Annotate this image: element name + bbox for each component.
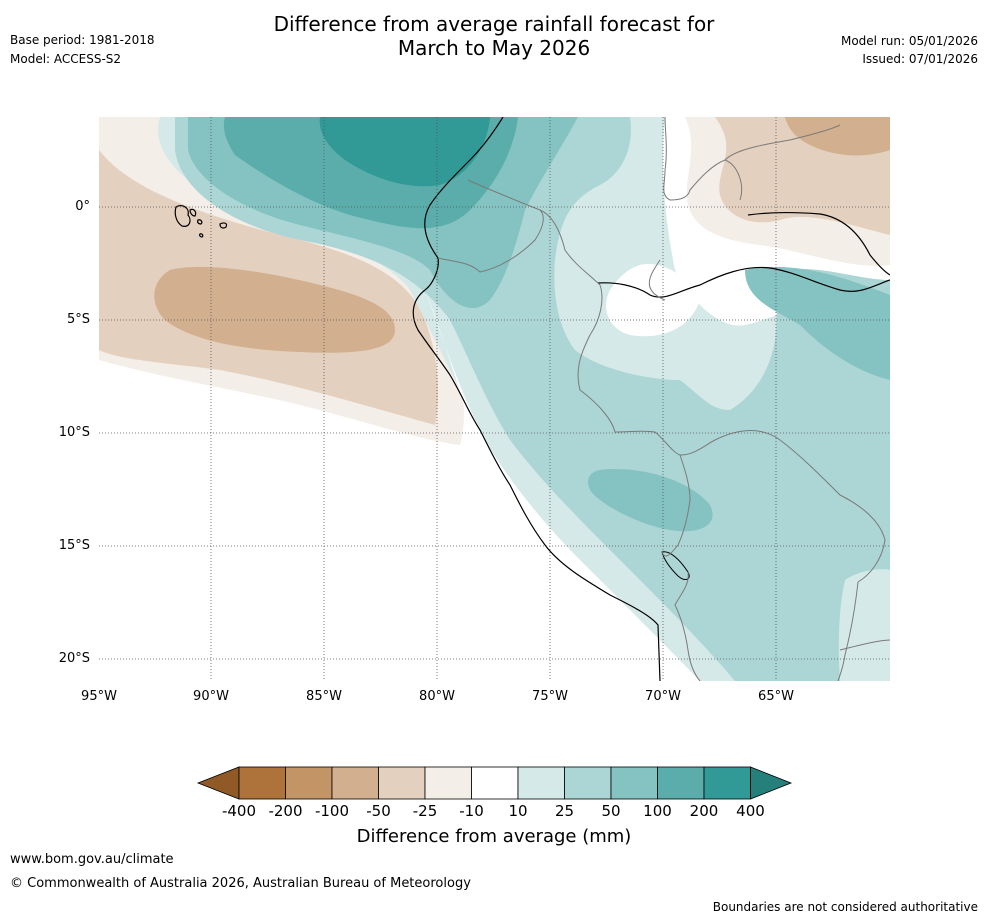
colorbar	[196, 766, 793, 800]
colorbar-tick: -400	[221, 802, 257, 820]
lat-label-15s: 15°S	[58, 538, 90, 553]
lon-label-85w: 85°W	[306, 689, 342, 704]
orinoco-coast	[747, 212, 890, 276]
lake-titicaca	[661, 551, 690, 580]
wet-zone-10-25-southeast	[838, 569, 890, 681]
colorbar-tick: 100	[643, 802, 672, 820]
lon-label-80w: 80°W	[419, 689, 455, 704]
wet-zone-25-50-north	[175, 117, 890, 681]
lat-label-20s: 20°S	[58, 651, 90, 666]
lat-label-0: 0°	[75, 199, 90, 214]
colorbar-tick: 10	[508, 802, 528, 820]
title-line-2: March to May 2026	[397, 36, 591, 60]
colorbar-tick: -10	[459, 802, 484, 820]
wet-zone-50-100-east	[745, 266, 890, 380]
galapagos-islands	[174, 204, 228, 238]
wet-zone-50-100-south	[588, 469, 713, 532]
lon-label-95w: 95°W	[81, 689, 117, 704]
colorbar-bin-1	[238, 766, 286, 800]
model-run-text: Model run: 05/01/2026	[840, 34, 978, 48]
colorbar-bin-11	[703, 766, 751, 800]
website-link[interactable]: www.bom.gov.au/climate	[10, 852, 174, 867]
lon-label-70w: 70°W	[645, 689, 681, 704]
colorbar-over-triangle	[750, 766, 793, 800]
lon-label-90w: 90°W	[193, 689, 229, 704]
colorbar-title: Difference from average (mm)	[356, 826, 632, 847]
disclaimer-text: Boundaries are not considered authoritat…	[712, 900, 978, 914]
colorbar-bin-8	[564, 766, 612, 800]
base-period-text: Base period: 1981-2018	[10, 33, 155, 47]
amazon-river	[597, 266, 890, 298]
colorbar-bin-7	[517, 766, 565, 800]
colorbar-bin-6	[471, 766, 519, 800]
colorbar-tick: 25	[554, 802, 575, 820]
colorbar-tick: 200	[689, 802, 719, 820]
wet-zone-200-400-north	[319, 117, 490, 187]
colorbar-tick: 50	[601, 802, 621, 820]
colorbar-tick: -50	[366, 802, 391, 820]
model-text: Model: ACCESS-S2	[10, 52, 122, 66]
colorbar-bin-9	[610, 766, 658, 800]
colorbar-tick: -25	[412, 802, 438, 820]
colorbar-bin-3	[331, 766, 379, 800]
lat-label-5s: 5°S	[66, 312, 90, 327]
copyright-text: © Commonwealth of Australia 2026, Austra…	[10, 876, 471, 891]
colorbar-bin-2	[285, 766, 333, 800]
colorbar-under-triangle	[196, 766, 240, 800]
lon-label-65w: 65°W	[758, 689, 794, 704]
title-line-1: Difference from average rainfall forecas…	[273, 12, 715, 36]
map-title: Difference from average rainfall forecas…	[0, 12, 988, 60]
graticule	[99, 117, 890, 681]
colorbar-bin-5	[424, 766, 472, 800]
colorbar-tick: 400	[736, 802, 765, 820]
issued-text: Issued: 07/01/2026	[862, 52, 978, 66]
coastline-west	[412, 117, 661, 681]
dry-zone-core	[154, 266, 395, 353]
dry-zone-northeast-core	[785, 117, 890, 156]
colorbar-bin-4	[378, 766, 426, 800]
colorbar-tick: -100	[314, 802, 350, 820]
country-borders	[437, 117, 890, 681]
colorbar-tick: -200	[268, 802, 303, 820]
colorbar-bin-10	[657, 766, 705, 800]
near-normal-amazon-pocket	[606, 264, 700, 337]
lat-label-10s: 10°S	[58, 425, 90, 440]
lon-label-75w: 75°W	[532, 689, 568, 704]
